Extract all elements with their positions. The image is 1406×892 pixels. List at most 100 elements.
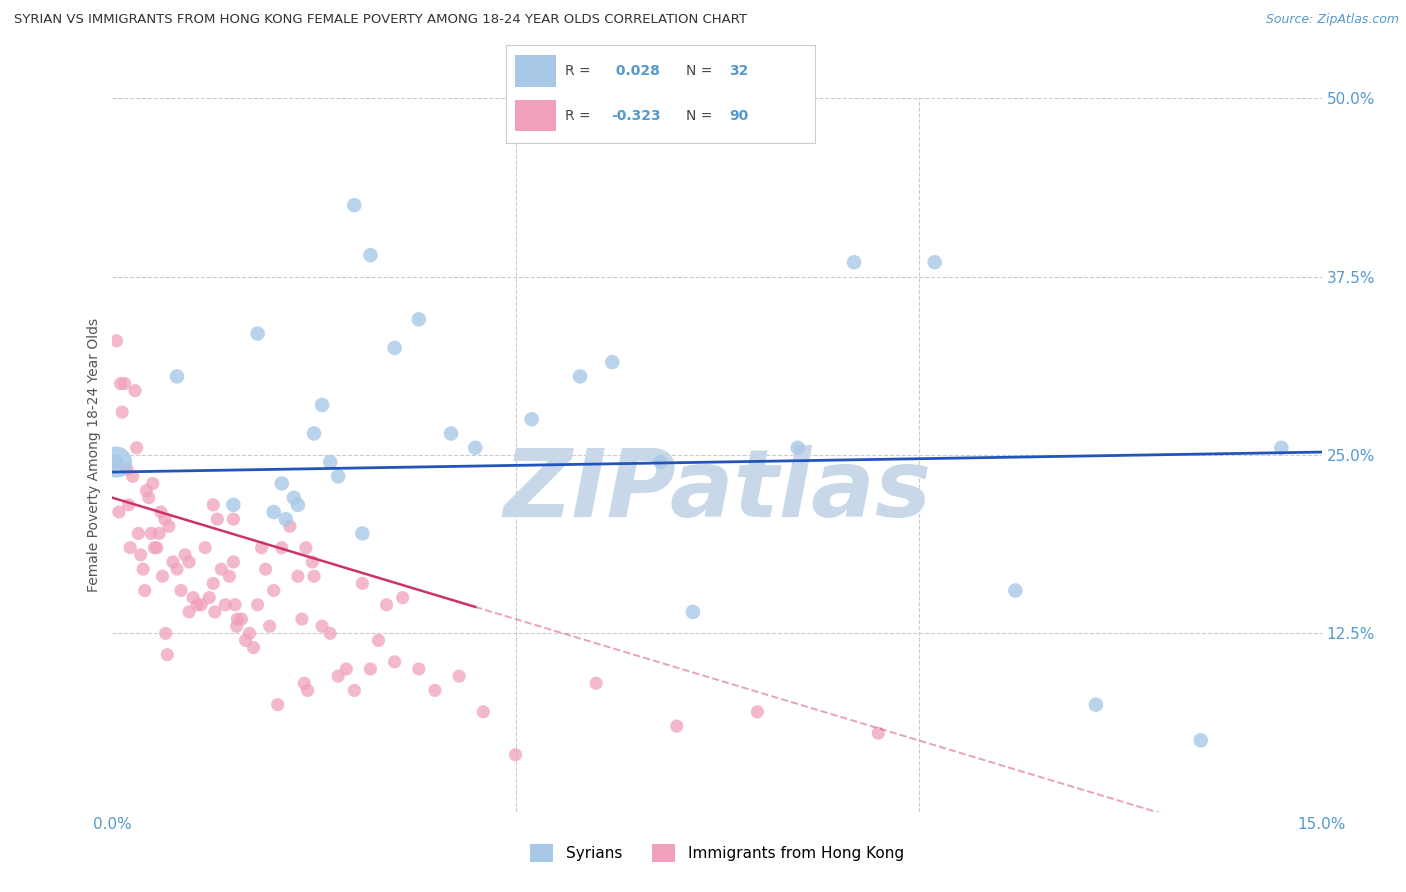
- Point: [259, 619, 281, 633]
- Point: [278, 519, 301, 533]
- Point: [352, 576, 374, 591]
- Point: [391, 591, 413, 605]
- Point: [868, 726, 890, 740]
- Point: [842, 255, 865, 269]
- Point: [384, 341, 406, 355]
- Point: [135, 483, 157, 498]
- Point: [224, 598, 246, 612]
- Text: R =: R =: [565, 109, 595, 123]
- Point: [177, 605, 200, 619]
- Point: [423, 683, 446, 698]
- Point: [134, 583, 156, 598]
- Point: [231, 612, 253, 626]
- Point: [115, 462, 138, 476]
- Point: [472, 705, 495, 719]
- Point: [186, 598, 208, 612]
- Point: [125, 441, 148, 455]
- Point: [105, 455, 128, 469]
- Point: [222, 498, 245, 512]
- Text: Source: ZipAtlas.com: Source: ZipAtlas.com: [1265, 13, 1399, 27]
- Point: [124, 384, 146, 398]
- Point: [207, 512, 229, 526]
- Point: [291, 612, 314, 626]
- Point: [274, 512, 297, 526]
- Point: [138, 491, 160, 505]
- Point: [297, 683, 319, 698]
- Point: [359, 248, 381, 262]
- Point: [311, 619, 333, 633]
- Point: [166, 562, 188, 576]
- Point: [464, 441, 486, 455]
- Point: [408, 662, 430, 676]
- Point: [287, 569, 309, 583]
- Point: [246, 326, 269, 341]
- Point: [1004, 583, 1026, 598]
- Point: [190, 598, 212, 612]
- Point: [1189, 733, 1212, 747]
- Point: [302, 426, 325, 441]
- FancyBboxPatch shape: [516, 55, 555, 87]
- Point: [319, 455, 342, 469]
- Point: [156, 648, 179, 662]
- Point: [238, 626, 260, 640]
- Point: [1084, 698, 1107, 712]
- Point: [335, 662, 357, 676]
- Y-axis label: Female Poverty Among 18-24 Year Olds: Female Poverty Among 18-24 Year Olds: [87, 318, 101, 592]
- Text: 0.028: 0.028: [612, 64, 661, 78]
- Point: [202, 576, 225, 591]
- Point: [105, 334, 128, 348]
- Text: SYRIAN VS IMMIGRANTS FROM HONG KONG FEMALE POVERTY AMONG 18-24 YEAR OLDS CORRELA: SYRIAN VS IMMIGRANTS FROM HONG KONG FEMA…: [14, 13, 747, 27]
- Text: N =: N =: [686, 109, 716, 123]
- Point: [129, 548, 152, 562]
- Point: [194, 541, 217, 555]
- Point: [108, 505, 131, 519]
- Point: [127, 526, 149, 541]
- Point: [174, 548, 197, 562]
- Point: [665, 719, 688, 733]
- Point: [600, 355, 623, 369]
- Point: [222, 512, 245, 526]
- FancyBboxPatch shape: [516, 100, 555, 131]
- Point: [263, 505, 285, 519]
- Point: [222, 555, 245, 569]
- Point: [924, 255, 946, 269]
- Text: 32: 32: [728, 64, 748, 78]
- Point: [226, 612, 249, 626]
- Point: [295, 541, 318, 555]
- Point: [148, 526, 170, 541]
- Point: [181, 591, 204, 605]
- Point: [246, 598, 269, 612]
- Text: ZIPatlas: ZIPatlas: [503, 444, 931, 537]
- Point: [287, 498, 309, 512]
- Point: [162, 555, 184, 569]
- Point: [105, 455, 128, 469]
- Point: [235, 633, 257, 648]
- Text: N =: N =: [686, 64, 716, 78]
- Point: [149, 505, 172, 519]
- Point: [157, 519, 180, 533]
- Point: [328, 669, 350, 683]
- Point: [682, 605, 704, 619]
- Point: [319, 626, 342, 640]
- Point: [267, 698, 290, 712]
- Point: [198, 591, 221, 605]
- Legend: Syrians, Immigrants from Hong Kong: Syrians, Immigrants from Hong Kong: [524, 838, 910, 868]
- Point: [177, 555, 200, 569]
- Point: [114, 376, 136, 391]
- Point: [218, 569, 240, 583]
- Point: [270, 476, 292, 491]
- Point: [117, 498, 139, 512]
- Point: [343, 198, 366, 212]
- Point: [440, 426, 463, 441]
- Point: [384, 655, 406, 669]
- Point: [569, 369, 592, 384]
- Point: [120, 541, 142, 555]
- Point: [110, 376, 132, 391]
- Point: [1270, 441, 1292, 455]
- Point: [786, 441, 808, 455]
- Point: [367, 633, 389, 648]
- Point: [142, 476, 165, 491]
- Point: [283, 491, 305, 505]
- Point: [153, 512, 176, 526]
- Point: [166, 369, 188, 384]
